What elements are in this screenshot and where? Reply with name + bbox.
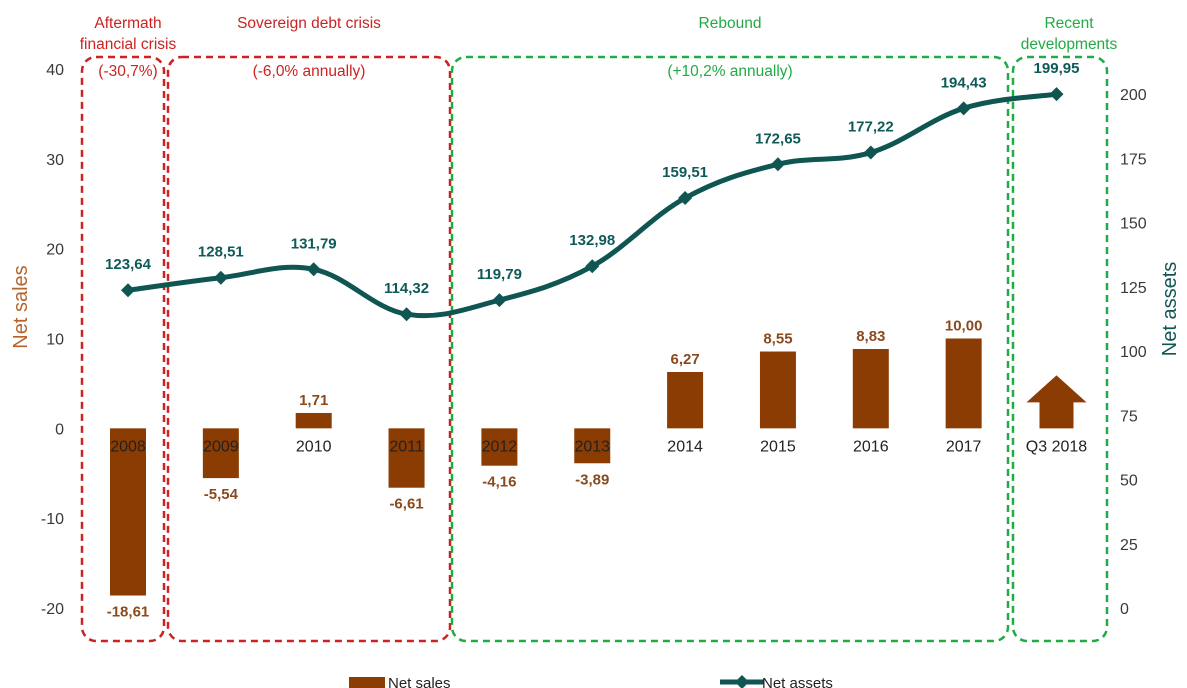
period-title-sovereign: Sovereign debt crisis (237, 15, 381, 32)
net-assets-point (306, 262, 321, 277)
right-axis-title: Net assets (1159, 262, 1181, 356)
net-assets-point (213, 270, 228, 285)
period-growth-aftermath: (-30,7%) (98, 63, 157, 80)
left-axis-tick: -20 (41, 601, 64, 618)
net-assets-value-label: 131,79 (291, 235, 337, 252)
right-axis-tick: 75 (1120, 408, 1138, 425)
category-label: 2009 (203, 438, 239, 455)
net-assets-value-label: 177,22 (848, 119, 894, 136)
net-assets-point (492, 293, 507, 308)
left-axis-tick: 30 (46, 152, 64, 169)
category-label: 2012 (482, 438, 518, 455)
category-label: 2016 (853, 438, 889, 455)
net-assets-value-label: 114,32 (384, 280, 429, 297)
net-sales-value-label: 1,71 (299, 392, 328, 409)
category-label: 2008 (110, 438, 146, 455)
net-sales-value-label: -5,54 (204, 486, 239, 503)
right-axis-tick: 50 (1120, 473, 1138, 490)
left-axis-tick: 20 (46, 242, 64, 259)
net-assets-value-label: 128,51 (198, 244, 244, 261)
left-axis-tick: -10 (41, 511, 64, 528)
category-label: Q3 2018 (1026, 438, 1087, 455)
net-sales-bar (110, 428, 146, 596)
left-axis-tick: 40 (46, 62, 64, 79)
net-sales-bar (388, 428, 425, 488)
net-sales-bar (574, 428, 611, 464)
period-title-rebound: Rebound (699, 15, 762, 32)
left-axis-tick: 10 (46, 332, 64, 349)
net-assets-point (399, 307, 414, 322)
net-sales-value-label: -4,16 (482, 474, 516, 491)
legend-swatch-net-sales (349, 677, 385, 688)
net-assets-value-label: 119,79 (477, 266, 522, 283)
net-assets-line (127, 91, 1057, 319)
up-arrow-icon (1026, 375, 1087, 429)
net-sales-value-label: 8,83 (856, 328, 885, 345)
net-sales-bar (202, 428, 239, 479)
category-label: 2014 (667, 438, 703, 455)
net-sales-value-label: 8,55 (763, 331, 792, 348)
category-label: 2013 (574, 438, 610, 455)
period-box-recent (1011, 55, 1109, 643)
net-assets-point (1049, 87, 1064, 102)
legend-label-net-sales: Net sales (388, 675, 451, 688)
net-sales-value-label: 6,27 (670, 351, 699, 368)
net-sales-bar (667, 372, 704, 429)
period-title-recent: developments (1021, 36, 1118, 53)
right-axis-tick: 25 (1120, 537, 1138, 554)
net-assets-value-label: 159,51 (662, 164, 708, 181)
right-axis-tick: 125 (1120, 280, 1147, 297)
period-title-aftermath: Aftermath (94, 15, 161, 32)
net-sales-value-label: -6,61 (389, 496, 423, 513)
net-assets-value-label: 172,65 (755, 130, 801, 147)
net-assets-point (121, 283, 135, 298)
net-sales-bar (481, 428, 518, 466)
right-axis-tick: 100 (1120, 344, 1147, 361)
period-box-aftermath (80, 55, 166, 643)
left-axis-title: Net sales (10, 265, 32, 348)
net-sales-value-label: -3,89 (575, 471, 609, 488)
right-axis-tick: 150 (1120, 216, 1147, 233)
net-assets-point (678, 191, 693, 206)
period-growth-rebound: (+10,2% annually) (667, 63, 792, 80)
right-axis-tick: 0 (1120, 601, 1129, 618)
right-axis-tick: 200 (1120, 87, 1147, 104)
legend-marker-net-assets (735, 675, 749, 688)
category-label: 2011 (389, 438, 424, 455)
net-assets-value-label: 123,64 (105, 256, 152, 273)
net-sales-bar (945, 338, 982, 429)
net-sales-bar (295, 412, 332, 429)
net-assets-value-label: 194,43 (941, 74, 987, 91)
net-sales-value-label: 10,00 (945, 318, 983, 335)
period-growth-sovereign: (-6,0% annually) (253, 63, 366, 80)
net-assets-point (863, 145, 878, 160)
net-assets-point (585, 259, 600, 274)
right-axis-tick: 175 (1120, 151, 1147, 168)
net-assets-value-label: 132,98 (569, 232, 615, 249)
category-label: 2010 (296, 438, 332, 455)
net-sales-bar (852, 349, 889, 429)
left-axis-tick: 0 (55, 421, 64, 438)
net-assets-point (770, 157, 785, 172)
net-assets-value-label: 199,95 (1034, 60, 1080, 77)
period-box-rebound (450, 55, 1010, 643)
period-title-aftermath: financial crisis (80, 36, 177, 53)
net-sales-value-label: -18,61 (107, 604, 150, 621)
legend-label-net-assets: Net assets (762, 675, 833, 688)
net-assets-point (956, 101, 971, 116)
category-label: 2015 (760, 438, 796, 455)
category-label: 2017 (946, 438, 982, 455)
period-box-sovereign (166, 55, 452, 643)
net-sales-bar (759, 351, 796, 429)
period-title-recent: Recent (1044, 15, 1094, 32)
